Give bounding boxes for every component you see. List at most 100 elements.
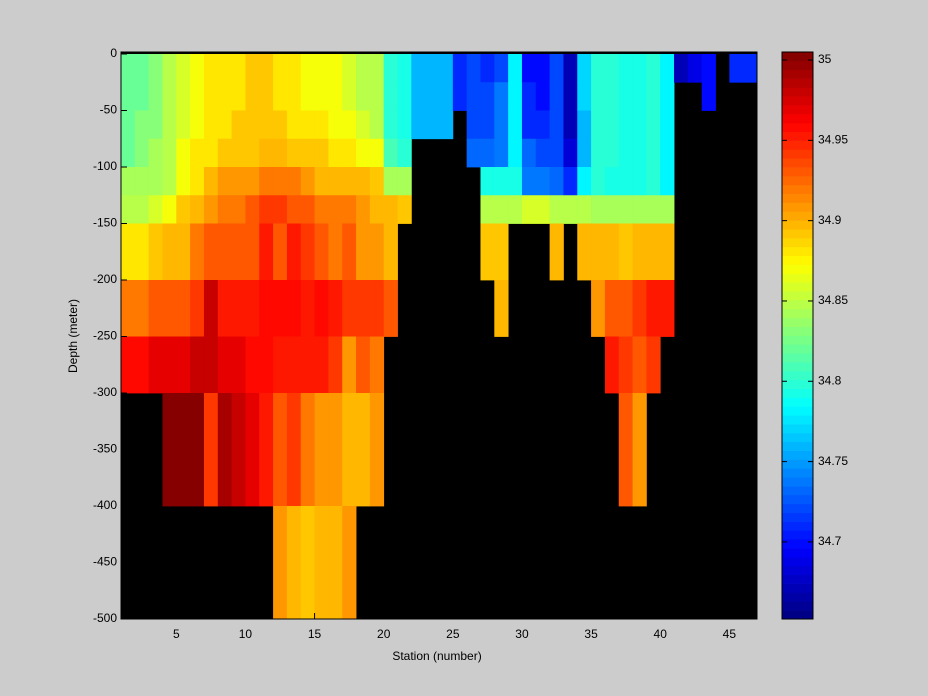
heatmap-cell: [231, 280, 246, 337]
heatmap-cell: [452, 54, 468, 83]
colorbar-swatch: [782, 300, 813, 310]
heatmap-cell: [618, 82, 633, 111]
heatmap-cell: [632, 110, 647, 140]
heatmap-cell: [162, 280, 177, 337]
colorbar-swatch: [782, 184, 813, 195]
heatmap-cell: [121, 167, 136, 196]
x-tick-label: 5: [173, 627, 180, 641]
heatmap-cell: [134, 195, 150, 224]
heatmap-cell: [397, 82, 412, 111]
heatmap-cell: [356, 336, 371, 394]
heatmap-cell: [121, 82, 136, 111]
heatmap-cell: [300, 167, 315, 196]
heatmap-cell: [314, 54, 329, 83]
heatmap-cell: [508, 167, 523, 196]
heatmap-cell: [148, 110, 163, 140]
colorbar-swatch: [782, 370, 813, 381]
heatmap-cell: [660, 195, 675, 224]
heatmap-cell: [356, 223, 371, 281]
heatmap-cell: [632, 393, 647, 507]
colorbar-swatch: [782, 353, 813, 363]
y-tick-label: 0: [110, 46, 117, 60]
heatmap-cell: [646, 223, 661, 281]
heatmap-cell: [328, 195, 343, 224]
heatmap-cell: [286, 82, 302, 111]
heatmap-cell: [369, 110, 385, 140]
heatmap-cell: [439, 110, 454, 140]
heatmap-cell: [591, 138, 606, 168]
heatmap-cell: [203, 393, 219, 507]
colorbar-tick-label: 34.75: [818, 454, 848, 468]
heatmap-cell: [577, 110, 592, 140]
heatmap-cell: [342, 195, 357, 224]
heatmap-cell: [618, 393, 633, 507]
heatmap-cell: [190, 82, 205, 111]
heatmap-cell: [231, 223, 246, 281]
heatmap-cell: [162, 223, 177, 281]
heatmap-cell: [148, 223, 163, 281]
heatmap-cell: [259, 223, 274, 281]
heatmap-cell: [466, 110, 481, 140]
heatmap-cell: [314, 138, 329, 168]
heatmap-cell: [286, 167, 302, 196]
heatmap-cell: [273, 110, 288, 140]
colorbar-swatch: [782, 539, 813, 549]
heatmap-cell: [328, 393, 343, 507]
colorbar-swatch: [782, 238, 813, 248]
heatmap-cell: [203, 54, 219, 83]
heatmap-cell: [286, 110, 302, 140]
heatmap-cell: [273, 280, 288, 337]
heatmap-cell: [535, 54, 551, 83]
heatmap-cell: [259, 110, 274, 140]
heatmap-cell: [190, 223, 205, 281]
heatmap-cell: [563, 138, 578, 168]
heatmap-cell: [729, 54, 744, 83]
heatmap-cell: [273, 393, 288, 507]
y-tick-label: -150: [93, 216, 117, 230]
heatmap-cell: [190, 280, 205, 337]
heatmap-cell: [300, 195, 315, 224]
colorbar-swatch: [782, 317, 813, 327]
heatmap-cell: [356, 280, 371, 337]
heatmap-cell: [259, 195, 274, 224]
heatmap-cell: [743, 54, 758, 83]
heatmap-cell: [217, 393, 233, 507]
heatmap-cell: [494, 195, 509, 224]
heatmap-cell: [369, 195, 385, 224]
heatmap-cell: [328, 167, 343, 196]
heatmap-cell: [314, 195, 329, 224]
y-tick-label: -50: [100, 103, 118, 117]
colorbar-swatch: [782, 96, 813, 106]
heatmap-cell: [604, 82, 620, 111]
heatmap-cell: [618, 110, 633, 140]
heatmap-cell: [162, 82, 177, 111]
heatmap-cell: [660, 223, 675, 281]
heatmap-cell: [632, 336, 647, 394]
heatmap-cell: [273, 336, 288, 394]
heatmap-cell: [591, 195, 606, 224]
heatmap-cell: [618, 280, 633, 337]
heatmap-cell: [300, 506, 315, 620]
heatmap-cell: [273, 195, 288, 224]
heatmap-cell: [342, 54, 357, 83]
heatmap-cell: [176, 82, 191, 111]
heatmap-cell: [521, 82, 537, 111]
heatmap-cell: [480, 110, 495, 140]
colorbar-swatch: [782, 459, 813, 469]
heatmap-cell: [646, 167, 661, 196]
heatmap-cell: [203, 110, 219, 140]
colorbar-tick-label: 34.9: [818, 213, 842, 227]
heatmap-cell: [549, 110, 564, 140]
heatmap-cell: [245, 280, 260, 337]
heatmap-cell: [411, 54, 426, 83]
heatmap-cell: [162, 336, 177, 394]
heatmap-cell: [508, 110, 523, 140]
heatmap-cell: [203, 223, 219, 281]
colorbar-swatch: [782, 326, 813, 336]
plot-frame: [120, 51, 758, 620]
heatmap-cell: [176, 195, 191, 224]
heatmap-cell: [121, 336, 136, 394]
heatmap-cell: [356, 138, 371, 168]
heatmap-cell: [632, 167, 647, 196]
colorbar-swatch: [782, 264, 813, 274]
